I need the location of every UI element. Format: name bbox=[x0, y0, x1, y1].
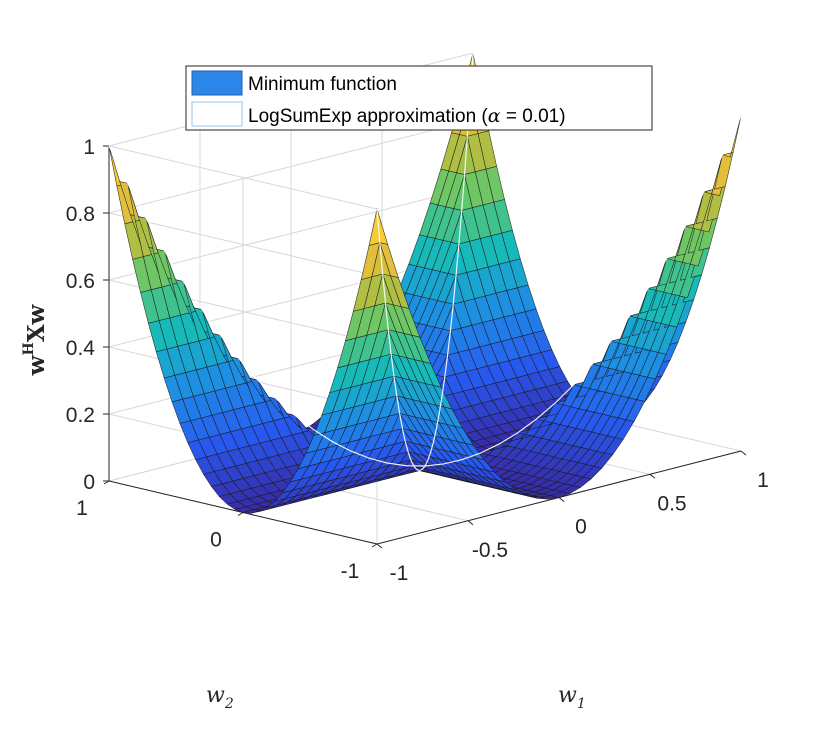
logsumexp-ridge bbox=[108, 115, 742, 467]
z-tick-label: 1 bbox=[83, 136, 95, 159]
surface-face bbox=[722, 115, 742, 158]
x-tick-label: 1 bbox=[757, 469, 769, 492]
legend-patch-logsumexp bbox=[191, 101, 243, 127]
y-tick-label: -1 bbox=[341, 560, 360, 583]
y-axis-label: w2 bbox=[206, 683, 234, 712]
x-axis-label: w1 bbox=[558, 683, 586, 712]
z-tick-label: 0 bbox=[83, 471, 95, 494]
legend: Minimum function LogSumExp approximation… bbox=[185, 65, 653, 131]
x-tick-label: 0 bbox=[575, 516, 587, 539]
y-tick-label: 1 bbox=[76, 497, 88, 520]
surface-face bbox=[714, 151, 734, 190]
x-tick-mark bbox=[649, 473, 656, 479]
z-tick-label: 0.4 bbox=[66, 337, 96, 360]
surface-mesh bbox=[108, 52, 742, 514]
legend-label-logsumexp: LogSumExp approximation (α = 0.01) bbox=[248, 105, 566, 127]
legend-box bbox=[185, 65, 653, 131]
z-tick-label: 0.8 bbox=[66, 203, 95, 226]
x-tick-mark bbox=[467, 520, 474, 526]
tick-labels: -1 -0.5 0 0.5 1 -1 0 1 0 0.2 0.4 0.6 0.8 1 bbox=[66, 136, 769, 585]
y-tick-mark bbox=[371, 543, 378, 548]
z-tick-label: 0.2 bbox=[66, 404, 95, 427]
x-tick-label: 0.5 bbox=[657, 492, 686, 515]
z-tick-label: 0.6 bbox=[66, 270, 95, 293]
x-tick-mark bbox=[376, 543, 383, 549]
x-tick-mark bbox=[558, 497, 565, 502]
y-tick-label: 0 bbox=[210, 529, 222, 552]
z-axis-label: wHXw bbox=[21, 303, 50, 376]
x-tick-label: -1 bbox=[390, 562, 409, 585]
legend-label-minimum: Minimum function bbox=[248, 74, 397, 95]
x-tick-label: -0.5 bbox=[472, 539, 508, 562]
legend-patch-minimum bbox=[191, 70, 243, 96]
x-tick-mark bbox=[740, 450, 747, 456]
y-tick-mark bbox=[237, 512, 244, 516]
